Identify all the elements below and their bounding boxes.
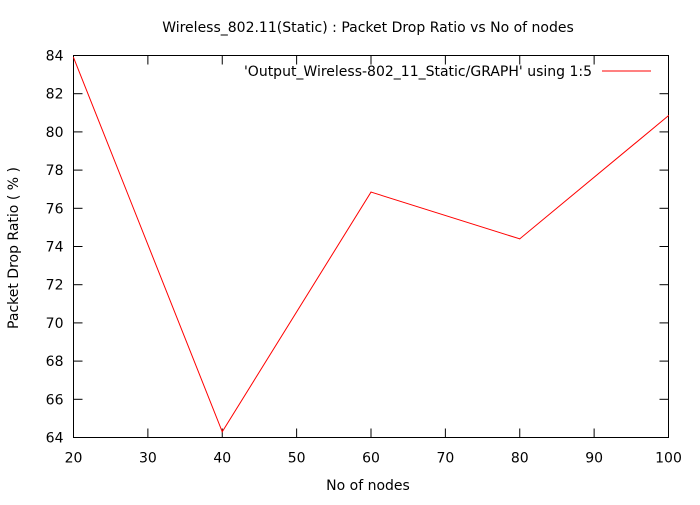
x-tick-label: 100 xyxy=(655,451,682,467)
x-axis-label: No of nodes xyxy=(326,478,410,494)
data-point xyxy=(668,115,669,117)
x-tick-label: 90 xyxy=(585,451,603,467)
x-tick-label: 80 xyxy=(511,451,529,467)
y-tick-label: 82 xyxy=(46,87,64,103)
y-tick-label: 72 xyxy=(46,278,64,294)
x-tick-label: 40 xyxy=(213,451,231,467)
data-point xyxy=(73,56,74,58)
y-axis: 64 66 68 70 72 74 76 78 80 82 84 xyxy=(46,49,669,447)
data-point xyxy=(370,191,372,193)
y-axis-label: Packet Drop Ratio ( % ) xyxy=(6,167,22,329)
x-tick-label: 30 xyxy=(139,451,157,467)
plot-frame xyxy=(73,55,669,438)
data-point xyxy=(519,238,521,240)
x-tick-label: 70 xyxy=(436,451,454,467)
data-point xyxy=(221,431,223,433)
y-tick-label: 68 xyxy=(46,354,64,370)
y-tick-label: 80 xyxy=(46,125,64,141)
chart-title: Wireless_802.11(Static) : Packet Drop Ra… xyxy=(162,20,574,36)
y-tick-label: 66 xyxy=(46,392,64,408)
y-tick-label: 78 xyxy=(46,163,64,179)
legend: 'Output_Wireless-802_11_Static/GRAPH' us… xyxy=(244,64,651,80)
legend-label: 'Output_Wireless-802_11_Static/GRAPH' us… xyxy=(244,64,592,80)
y-tick-label: 74 xyxy=(46,240,64,256)
x-tick-label: 50 xyxy=(288,451,306,467)
series-line xyxy=(73,57,669,433)
x-tick-label: 60 xyxy=(362,451,380,467)
y-tick-label: 64 xyxy=(46,431,64,447)
x-axis: 20 30 40 50 60 70 80 90 100 xyxy=(65,55,682,467)
y-tick-label: 70 xyxy=(46,316,64,332)
series-layer xyxy=(73,56,669,433)
y-tick-label: 84 xyxy=(46,49,64,65)
x-tick-label: 20 xyxy=(65,451,83,467)
y-tick-label: 76 xyxy=(46,201,64,217)
